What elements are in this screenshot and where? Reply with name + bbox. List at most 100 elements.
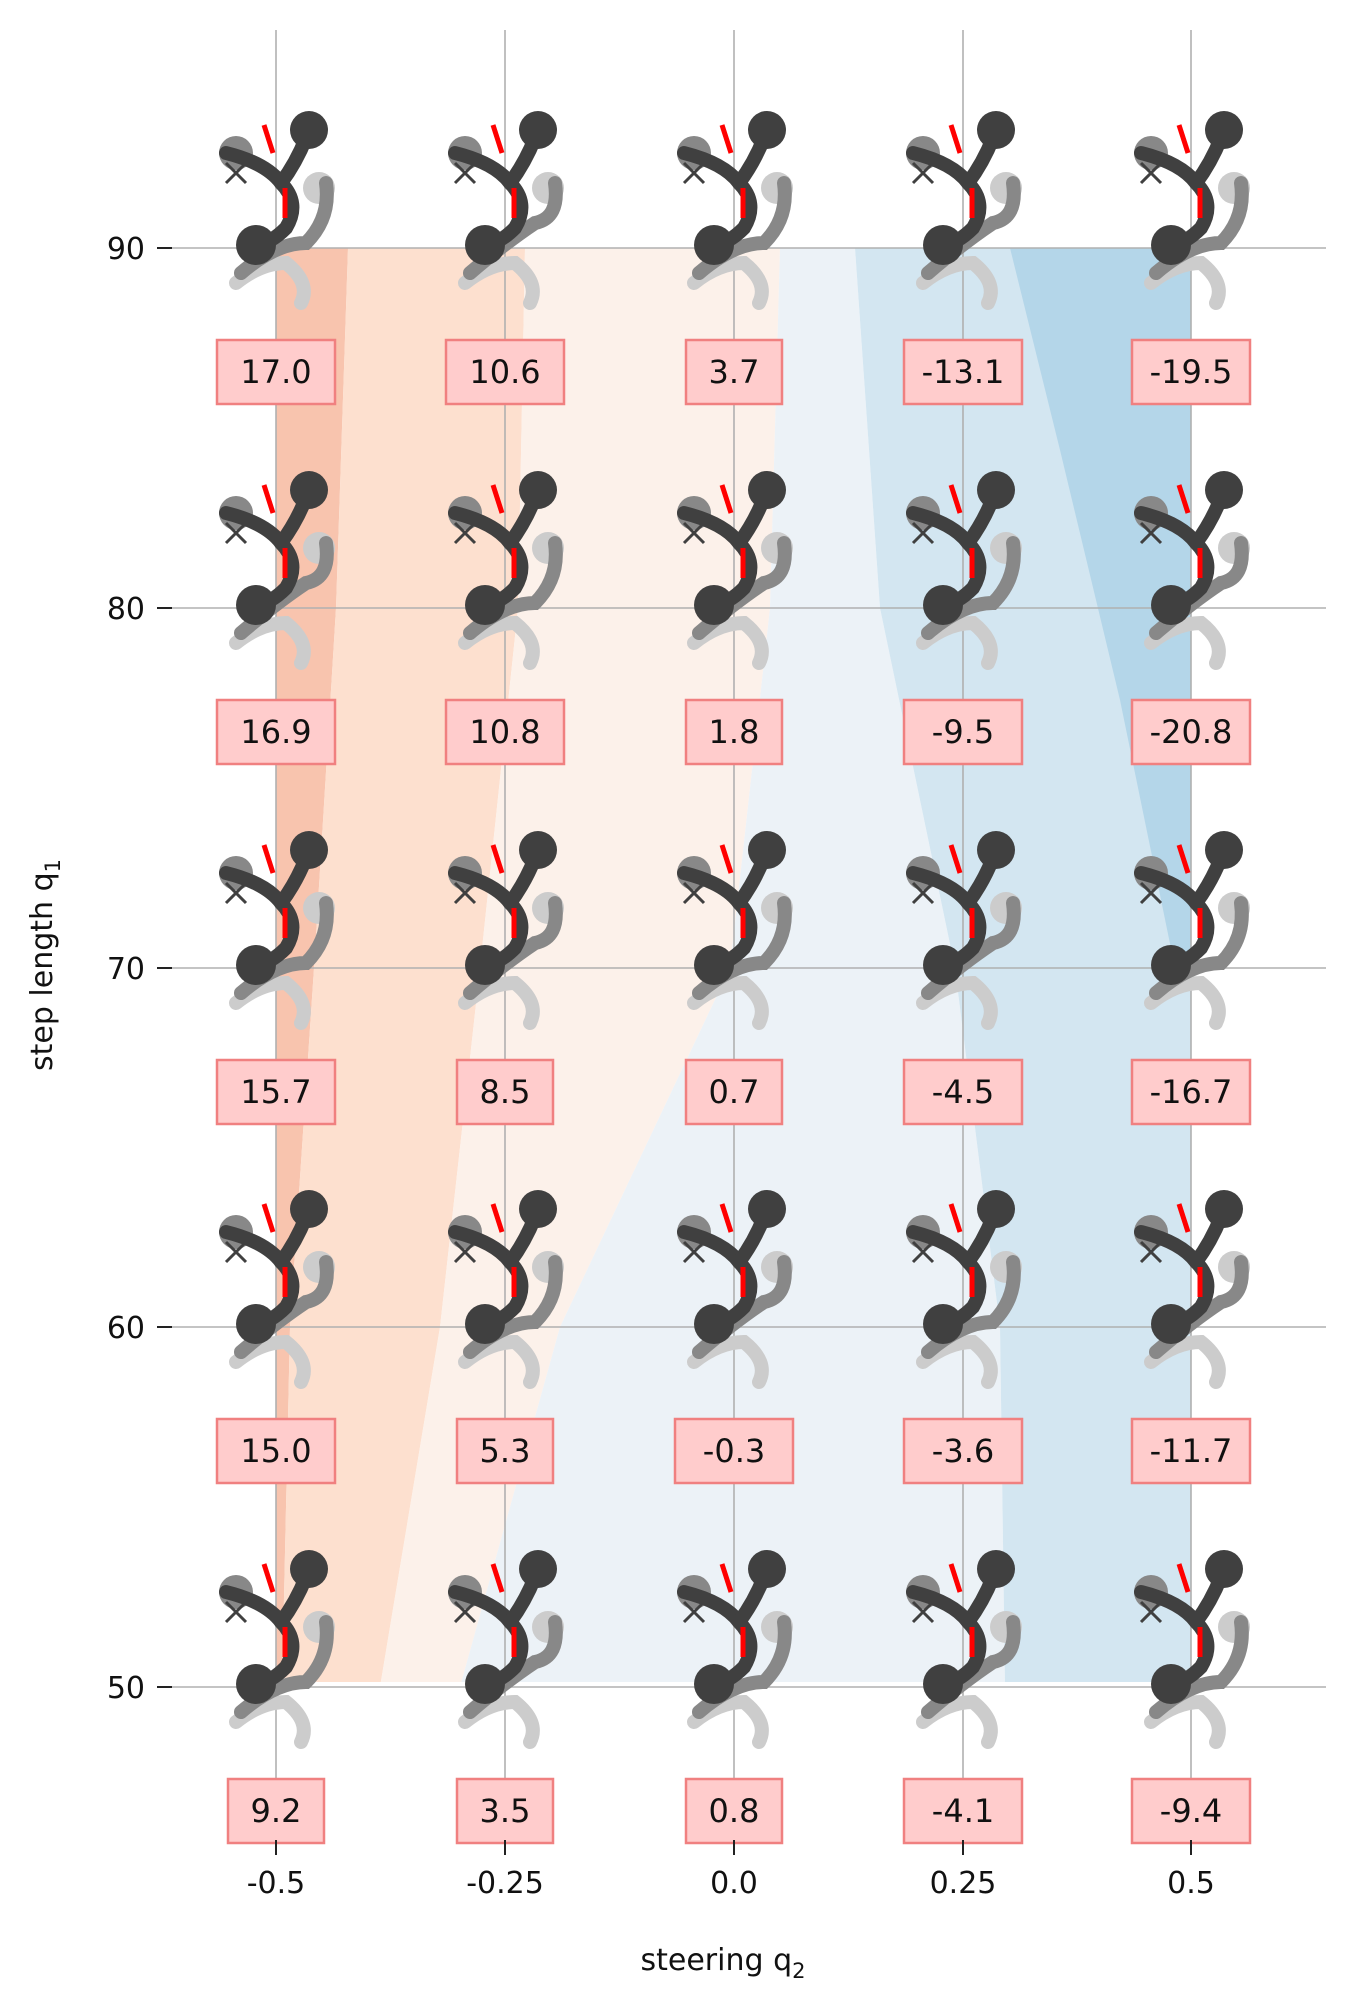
value-label: 8.5 bbox=[480, 1073, 531, 1111]
heading-mark bbox=[719, 484, 734, 514]
value-label: 3.7 bbox=[709, 353, 760, 391]
gait-figure bbox=[1134, 111, 1250, 310]
cross-marker bbox=[682, 161, 706, 185]
foot-dark bbox=[236, 945, 276, 985]
x-tick-label: 0.0 bbox=[710, 1866, 758, 1901]
foot-dark bbox=[1151, 945, 1191, 985]
head-dark bbox=[290, 111, 328, 149]
value-label-box bbox=[902, 338, 1024, 406]
gait-figure bbox=[1134, 1550, 1250, 1749]
heading-mark bbox=[719, 1203, 734, 1233]
cross-marker bbox=[1139, 1600, 1163, 1624]
value-label-box bbox=[673, 1417, 795, 1485]
gait-figure bbox=[906, 831, 1022, 1030]
heading-mark bbox=[948, 484, 963, 514]
value-label: -13.1 bbox=[922, 353, 1005, 391]
foot-dark bbox=[465, 945, 505, 985]
gait-figure bbox=[448, 471, 564, 670]
foot-dark bbox=[465, 585, 505, 625]
y-tick-label: 70 bbox=[107, 952, 145, 987]
value-label: -20.8 bbox=[1150, 713, 1233, 751]
cross-marker bbox=[1139, 881, 1163, 905]
foot-dark bbox=[923, 585, 963, 625]
gait-figure bbox=[1134, 1190, 1250, 1389]
foot-dark bbox=[923, 1664, 963, 1704]
gait-figure bbox=[906, 1550, 1022, 1749]
heading-mark bbox=[948, 1563, 963, 1593]
heading-mark bbox=[948, 124, 963, 154]
heading-mark bbox=[1176, 844, 1191, 874]
contour-band-1 bbox=[282, 248, 525, 1682]
value-label: 16.9 bbox=[240, 713, 311, 751]
cross-marker bbox=[911, 161, 935, 185]
value-label-box bbox=[215, 1058, 337, 1126]
foot-dark bbox=[465, 1664, 505, 1704]
value-labels: 17.0 10.6 3.7 -13.1 -19.5 16.9 10.8 1.8 -9.5 -20.… bbox=[215, 338, 1252, 1845]
cross-marker bbox=[1139, 161, 1163, 185]
x-tick-label: 0.5 bbox=[1167, 1866, 1215, 1901]
heading-mark bbox=[719, 1563, 734, 1593]
value-label-box bbox=[684, 338, 784, 406]
cross-marker bbox=[453, 521, 477, 545]
gait-figure bbox=[677, 1550, 793, 1749]
head-dark bbox=[1205, 1190, 1243, 1228]
y-axis-label-subscript: 1 bbox=[41, 859, 65, 872]
value-label-box bbox=[902, 698, 1024, 766]
value-label: 5.3 bbox=[480, 1432, 531, 1470]
head-dark bbox=[519, 831, 557, 869]
x-axis-label: steering q2 bbox=[641, 1943, 806, 1983]
foot-dark bbox=[923, 945, 963, 985]
heading-mark bbox=[948, 844, 963, 874]
head-dark bbox=[290, 1190, 328, 1228]
cross-marker bbox=[224, 161, 248, 185]
value-label: -9.5 bbox=[932, 713, 994, 751]
x-axis-label-subscript: 2 bbox=[792, 1959, 805, 1983]
x-tick-label: -0.25 bbox=[466, 1866, 544, 1901]
x-tick-label: -0.5 bbox=[247, 1866, 306, 1901]
head-dark bbox=[1205, 831, 1243, 869]
cross-marker bbox=[224, 521, 248, 545]
x-tick-label: 0.25 bbox=[930, 1866, 997, 1901]
foot-dark bbox=[694, 225, 734, 265]
head-dark bbox=[519, 111, 557, 149]
value-label: 3.5 bbox=[480, 1792, 531, 1830]
gait-figure bbox=[219, 471, 335, 670]
gait-figure bbox=[677, 471, 793, 670]
foot-dark bbox=[1151, 225, 1191, 265]
value-label: 1.8 bbox=[709, 713, 760, 751]
cross-marker bbox=[1139, 521, 1163, 545]
foot-dark bbox=[694, 1304, 734, 1344]
value-label-box bbox=[1130, 1058, 1252, 1126]
cross-marker bbox=[453, 1240, 477, 1264]
value-label-box bbox=[215, 338, 337, 406]
value-label-box bbox=[444, 698, 566, 766]
head-dark bbox=[748, 1550, 786, 1588]
heading-mark bbox=[948, 1203, 963, 1233]
cross-marker bbox=[224, 881, 248, 905]
y-axis-label: step length q1 bbox=[25, 859, 65, 1071]
head-dark bbox=[977, 1550, 1015, 1588]
gait-figure bbox=[448, 111, 564, 310]
heading-mark bbox=[490, 484, 505, 514]
cross-marker bbox=[1139, 1240, 1163, 1264]
foot-dark bbox=[1151, 585, 1191, 625]
gait-figure bbox=[448, 831, 564, 1030]
value-label: -16.7 bbox=[1150, 1073, 1233, 1111]
y-tick-label: 90 bbox=[107, 232, 145, 267]
head-dark bbox=[290, 831, 328, 869]
value-label: 17.0 bbox=[240, 353, 311, 391]
cross-marker bbox=[911, 1600, 935, 1624]
heading-mark bbox=[719, 124, 734, 154]
foot-dark bbox=[465, 1304, 505, 1344]
gait-figure bbox=[448, 1550, 564, 1749]
cross-marker bbox=[911, 881, 935, 905]
value-label-box bbox=[1130, 1777, 1252, 1845]
value-label: -11.7 bbox=[1150, 1432, 1233, 1470]
gait-figure bbox=[677, 831, 793, 1030]
value-label: 9.2 bbox=[251, 1792, 302, 1830]
value-label: -9.4 bbox=[1160, 1792, 1222, 1830]
foot-dark bbox=[1151, 1664, 1191, 1704]
gait-figure bbox=[1134, 471, 1250, 670]
value-label-box bbox=[215, 1417, 337, 1485]
head-dark bbox=[1205, 1550, 1243, 1588]
